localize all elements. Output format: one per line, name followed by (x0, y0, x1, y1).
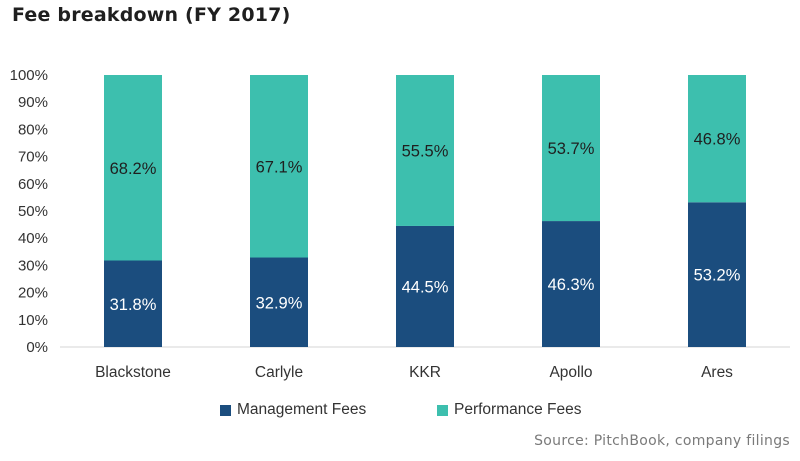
data-label-performance: 67.1% (256, 158, 303, 176)
legend-swatch-management (220, 404, 231, 416)
bar-management-blackstone (104, 260, 162, 347)
x-category-label: Blackstone (95, 364, 171, 381)
chart-title: Fee breakdown (FY 2017) (12, 4, 291, 26)
bar-management-carlyle (250, 257, 308, 347)
bar-performance-kkr (396, 75, 454, 226)
data-label-performance: 53.7% (548, 140, 595, 158)
data-label-performance: 68.2% (110, 160, 157, 178)
bar-performance-carlyle (250, 75, 308, 258)
y-tick-label: 20% (18, 285, 48, 302)
y-tick-label: 60% (18, 176, 48, 193)
source-note: Source: PitchBook, company filings (534, 433, 790, 449)
legend-label-management: Management Fees (237, 401, 367, 418)
y-tick-label: 80% (18, 121, 48, 138)
legend-label-performance: Performance Fees (454, 401, 582, 418)
y-tick-label: 70% (18, 149, 48, 166)
y-tick-label: 90% (18, 94, 48, 111)
y-tick-label: 50% (18, 203, 48, 220)
bar-management-apollo (542, 221, 600, 347)
x-category-label: Ares (701, 364, 733, 381)
y-tick-label: 30% (18, 257, 48, 274)
bar-management-kkr (396, 225, 454, 347)
data-label-management: 44.5% (402, 278, 449, 296)
legend-swatch-performance (437, 404, 448, 416)
bar-performance-apollo (542, 75, 600, 222)
y-tick-label: 0% (26, 339, 48, 356)
legend-item-management: Management Fees (220, 401, 366, 419)
bar-performance-ares (688, 75, 746, 203)
x-category-label: Carlyle (255, 364, 303, 381)
data-label-performance: 55.5% (402, 142, 449, 160)
data-label-management: 53.2% (694, 267, 741, 285)
data-label-management: 32.9% (256, 294, 303, 312)
legend: Management Fees Performance Fees (0, 401, 800, 421)
legend-item-performance: Performance Fees (437, 401, 582, 419)
y-tick-label: 100% (10, 67, 48, 84)
x-category-label: Apollo (549, 364, 592, 381)
stacked-bar-chart: 0% 10% 20% 30% 40% 50% 60% 70% 80% 90% 100% 31.8% 68… (10, 67, 790, 381)
bar-management-ares (688, 202, 746, 347)
x-category-label: KKR (409, 364, 441, 381)
bar-performance-blackstone (104, 75, 162, 261)
data-label-management: 46.3% (548, 276, 595, 294)
y-tick-label: 40% (18, 230, 48, 247)
y-tick-label: 10% (18, 312, 48, 329)
data-label-performance: 46.8% (694, 131, 741, 149)
data-label-management: 31.8% (110, 296, 157, 314)
